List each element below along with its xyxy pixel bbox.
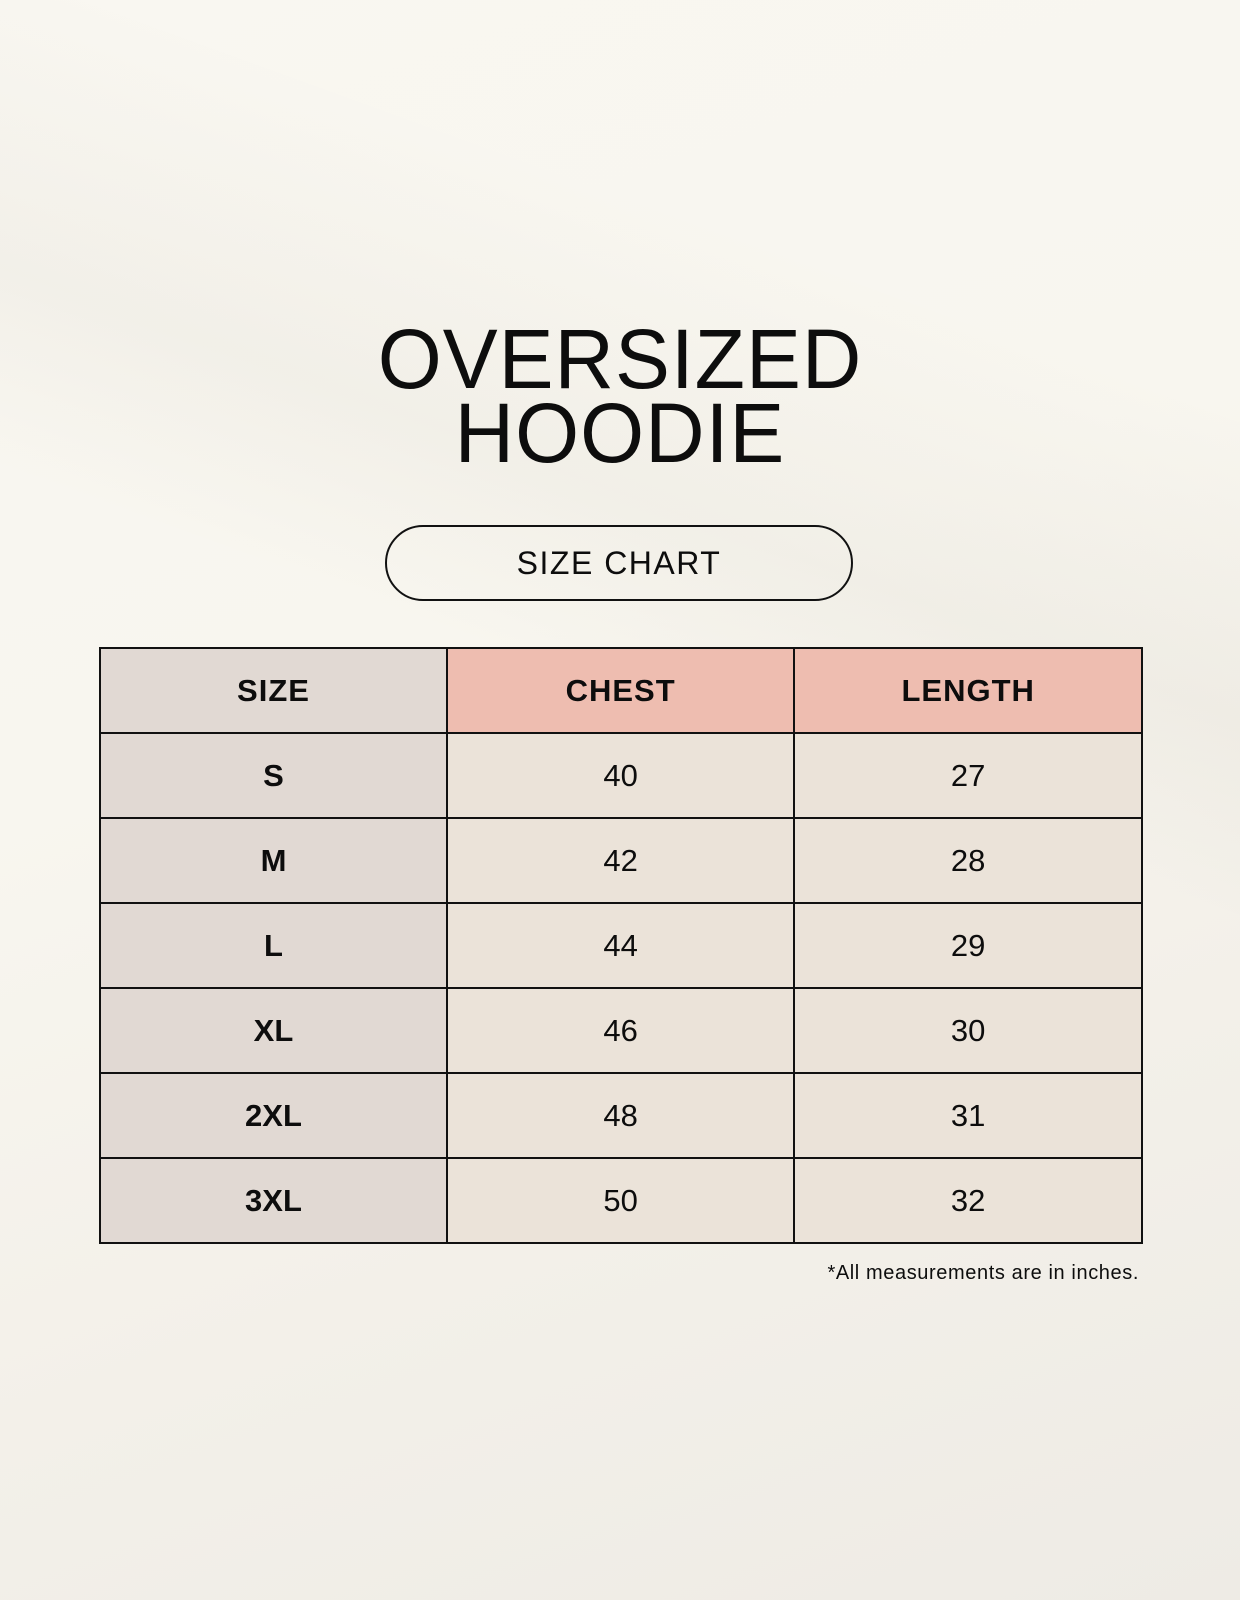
table-row: XL 46 30 <box>99 987 1143 1074</box>
chest-cell: 42 <box>445 817 796 904</box>
table-row: 2XL 48 31 <box>99 1072 1143 1159</box>
length-cell: 29 <box>793 902 1143 989</box>
length-cell: 31 <box>793 1072 1143 1159</box>
size-cell: M <box>99 817 448 904</box>
length-cell: 30 <box>793 987 1143 1074</box>
chest-cell: 40 <box>445 732 796 819</box>
footnote: *All measurements are in inches. <box>827 1262 1139 1284</box>
size-cell: L <box>99 902 448 989</box>
chest-cell: 46 <box>445 987 796 1074</box>
header-chest: CHEST <box>445 647 796 734</box>
size-cell: S <box>99 732 448 819</box>
title-line-1: OVERSIZED <box>377 312 863 406</box>
header-length: LENGTH <box>793 647 1143 734</box>
header-size: SIZE <box>99 647 448 734</box>
size-cell: 2XL <box>99 1072 448 1159</box>
size-table: SIZE CHEST LENGTH S 40 27 M 42 28 L 44 29 XL 46 30 2… <box>99 647 1143 1244</box>
table-row: 3XL 50 32 <box>99 1157 1143 1244</box>
table-header-row: SIZE CHEST LENGTH <box>99 647 1143 734</box>
page-title: OVERSIZED HOODIE <box>12 312 1227 480</box>
size-cell: XL <box>99 987 448 1074</box>
table-row: L 44 29 <box>99 902 1143 989</box>
chest-cell: 48 <box>445 1072 796 1159</box>
size-cell: 3XL <box>99 1157 448 1244</box>
length-cell: 32 <box>793 1157 1143 1244</box>
length-cell: 28 <box>793 817 1143 904</box>
title-line-2: HOODIE <box>454 386 786 480</box>
chest-cell: 50 <box>445 1157 796 1244</box>
chest-cell: 44 <box>445 902 796 989</box>
size-chart-label: SIZE CHART <box>385 525 853 601</box>
table-row: S 40 27 <box>99 732 1143 819</box>
length-cell: 27 <box>793 732 1143 819</box>
table-row: M 42 28 <box>99 817 1143 904</box>
